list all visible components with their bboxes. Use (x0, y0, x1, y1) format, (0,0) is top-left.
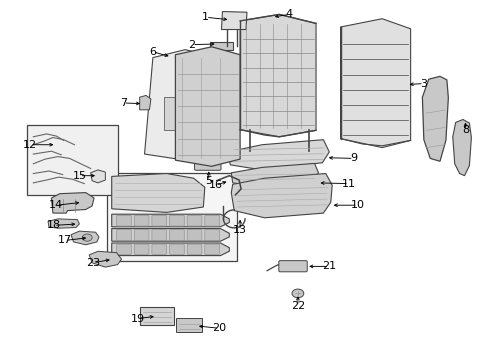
FancyBboxPatch shape (195, 159, 221, 170)
FancyBboxPatch shape (134, 244, 149, 255)
Polygon shape (112, 214, 229, 227)
FancyBboxPatch shape (205, 215, 220, 226)
Polygon shape (231, 163, 318, 187)
Polygon shape (71, 231, 99, 245)
FancyBboxPatch shape (117, 215, 131, 226)
Text: 8: 8 (462, 125, 469, 135)
Text: 13: 13 (233, 225, 247, 235)
FancyBboxPatch shape (187, 230, 202, 240)
Text: 6: 6 (149, 47, 156, 57)
Polygon shape (228, 140, 329, 170)
Text: 4: 4 (286, 9, 293, 19)
FancyBboxPatch shape (152, 230, 167, 240)
FancyBboxPatch shape (134, 215, 149, 226)
FancyBboxPatch shape (152, 244, 167, 255)
Text: 1: 1 (202, 12, 209, 22)
FancyBboxPatch shape (170, 230, 184, 240)
Text: 16: 16 (209, 180, 222, 190)
Polygon shape (89, 251, 122, 267)
Text: 9: 9 (350, 153, 357, 163)
FancyBboxPatch shape (279, 261, 307, 272)
Polygon shape (112, 243, 229, 256)
Bar (210, 42, 233, 50)
Text: 23: 23 (86, 258, 100, 268)
Bar (27, 125, 118, 195)
FancyBboxPatch shape (117, 230, 131, 240)
Polygon shape (341, 19, 411, 148)
Text: 12: 12 (24, 140, 37, 150)
Circle shape (82, 234, 92, 241)
FancyBboxPatch shape (187, 215, 202, 226)
Bar (176, 318, 202, 332)
FancyBboxPatch shape (205, 230, 220, 240)
Polygon shape (112, 229, 229, 241)
FancyBboxPatch shape (187, 244, 202, 255)
Polygon shape (231, 174, 332, 218)
Text: 3: 3 (420, 78, 427, 89)
FancyBboxPatch shape (152, 215, 167, 226)
Text: 11: 11 (342, 179, 356, 189)
Polygon shape (51, 193, 94, 213)
Polygon shape (221, 12, 247, 30)
Polygon shape (175, 47, 240, 166)
Text: 14: 14 (49, 200, 63, 210)
FancyBboxPatch shape (205, 244, 220, 255)
Text: 19: 19 (131, 314, 145, 324)
Polygon shape (240, 14, 316, 137)
Polygon shape (453, 120, 471, 176)
FancyBboxPatch shape (117, 244, 131, 255)
Polygon shape (91, 170, 105, 183)
Bar (107, 173, 237, 261)
Polygon shape (422, 76, 448, 161)
Text: 22: 22 (291, 301, 305, 311)
Polygon shape (112, 174, 205, 212)
Polygon shape (145, 50, 216, 160)
FancyBboxPatch shape (134, 230, 149, 240)
Bar (140, 307, 174, 325)
Polygon shape (164, 97, 197, 130)
Text: 20: 20 (213, 323, 226, 333)
Text: 15: 15 (73, 171, 86, 181)
Text: 7: 7 (120, 98, 127, 108)
Text: 2: 2 (189, 40, 196, 50)
Polygon shape (48, 219, 79, 228)
Text: 10: 10 (351, 200, 365, 210)
Circle shape (292, 289, 304, 298)
FancyBboxPatch shape (170, 215, 184, 226)
Text: 5: 5 (205, 176, 212, 186)
Text: 17: 17 (58, 235, 72, 246)
Text: 18: 18 (47, 220, 61, 230)
FancyBboxPatch shape (170, 244, 184, 255)
Polygon shape (140, 95, 151, 110)
Text: 21: 21 (322, 261, 336, 271)
